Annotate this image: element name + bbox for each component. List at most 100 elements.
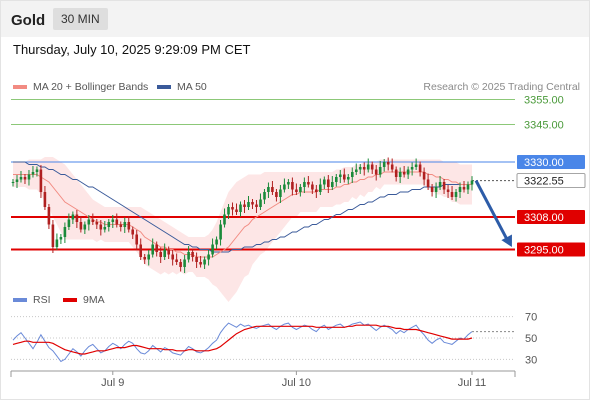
candle-body [299, 187, 302, 192]
candle-body [83, 224, 87, 230]
candle-body [362, 167, 366, 170]
rsi-line [12, 321, 473, 363]
candle-body [382, 162, 386, 167]
timeframe-button[interactable]: 30 MIN [53, 8, 108, 30]
candle-body [215, 239, 218, 245]
candle-body [47, 207, 51, 225]
x-tick-label-Jul 9: Jul 9 [101, 377, 124, 389]
candle-body [442, 182, 446, 190]
candle-body [434, 187, 438, 192]
candle-body [291, 182, 294, 190]
candle-body [462, 187, 466, 190]
candle-body [151, 244, 154, 255]
rsi-ma-line [12, 324, 473, 355]
candle-body [179, 262, 182, 267]
candle-body [430, 187, 434, 192]
candle-body [267, 187, 270, 192]
candle-body [147, 254, 150, 260]
candle-body [15, 179, 19, 182]
candle-body [223, 214, 226, 225]
candle-body [466, 184, 470, 190]
candle-body [454, 192, 458, 197]
candle-body [370, 164, 374, 170]
candle-body [111, 219, 115, 222]
candle-body [39, 169, 43, 192]
candle-body [107, 222, 111, 227]
forecast-arrow-head [501, 234, 512, 247]
candle-body [307, 182, 310, 185]
candle-body [71, 214, 75, 220]
legend-ma20: MA 20 + Bollinger Bands [13, 81, 148, 93]
candle-body [406, 169, 410, 175]
candle-body [31, 172, 35, 175]
candle-body [422, 172, 426, 180]
candle-body [123, 222, 127, 227]
legend-ma50: MA 50 [157, 81, 207, 93]
candle-body [239, 204, 242, 212]
candle-body [271, 187, 274, 192]
candle-body [470, 180, 474, 185]
legend-label-ma20: MA 20 + Bollinger Bands [33, 81, 149, 93]
candle-body [23, 177, 27, 180]
candle-body [303, 182, 306, 187]
candle-body [279, 189, 282, 197]
candle-body [87, 219, 91, 225]
chart-datetime: Thursday, July 10, 2025 9:29:09 PM CET [13, 42, 251, 57]
candle-body [75, 214, 79, 222]
candle-body [99, 224, 103, 230]
candle-body [343, 174, 346, 180]
candle-body [219, 224, 222, 240]
candle-body [390, 164, 394, 170]
legend-label-rsi: RSI [33, 294, 51, 306]
candle-body [227, 207, 230, 215]
candle-body [315, 189, 318, 192]
candle-body [35, 169, 39, 172]
chart-header: Gold 30 MIN [1, 1, 589, 37]
candle-body [319, 184, 322, 192]
candle-body [458, 187, 462, 192]
legend-swatch-ma20 [13, 85, 27, 90]
candle-body [63, 227, 67, 237]
level-label-3345.00: 3345.00 [524, 120, 564, 132]
candle-body [327, 179, 330, 187]
candle-body [27, 174, 31, 180]
level-label-3322.55: 3322.55 [524, 176, 564, 188]
candle-body [378, 167, 382, 175]
candle-body [11, 182, 15, 183]
candle-body [243, 204, 246, 207]
candle-body [95, 222, 99, 225]
candle-body [207, 254, 210, 260]
candle-body [398, 172, 402, 177]
candle-body [199, 262, 202, 265]
x-tick-label-Jul 10: Jul 10 [282, 377, 311, 389]
research-credit: Research © 2025 Trading Central [423, 81, 580, 93]
legend-rsi: RSI [13, 294, 51, 306]
candle-body [131, 229, 134, 235]
candle-body [295, 189, 298, 192]
candle-body [251, 202, 254, 205]
rsi-tick-50: 50 [525, 333, 537, 345]
candle-body [155, 244, 158, 252]
legend-label-ma50: MA 50 [177, 81, 207, 93]
candle-body [183, 259, 186, 267]
candle-body [235, 209, 238, 212]
level-label-3308.00: 3308.00 [524, 212, 564, 224]
candle-body [351, 172, 354, 177]
level-label-box-3322.55 [516, 173, 586, 189]
candle-body [59, 237, 63, 240]
candle-body [386, 162, 390, 165]
candle-body [55, 239, 59, 247]
rsi-tick-70: 70 [525, 312, 537, 324]
candle-body [43, 192, 47, 207]
rsi-tick-30: 30 [525, 354, 537, 366]
candle-body [247, 202, 250, 207]
candle-body [191, 252, 194, 257]
candle-body [119, 224, 123, 227]
level-label-3355.00: 3355.00 [524, 95, 564, 107]
candle-body [67, 219, 71, 227]
level-label-box-3295.00 [517, 242, 585, 257]
candle-body [127, 222, 131, 230]
candle-body [263, 192, 266, 200]
